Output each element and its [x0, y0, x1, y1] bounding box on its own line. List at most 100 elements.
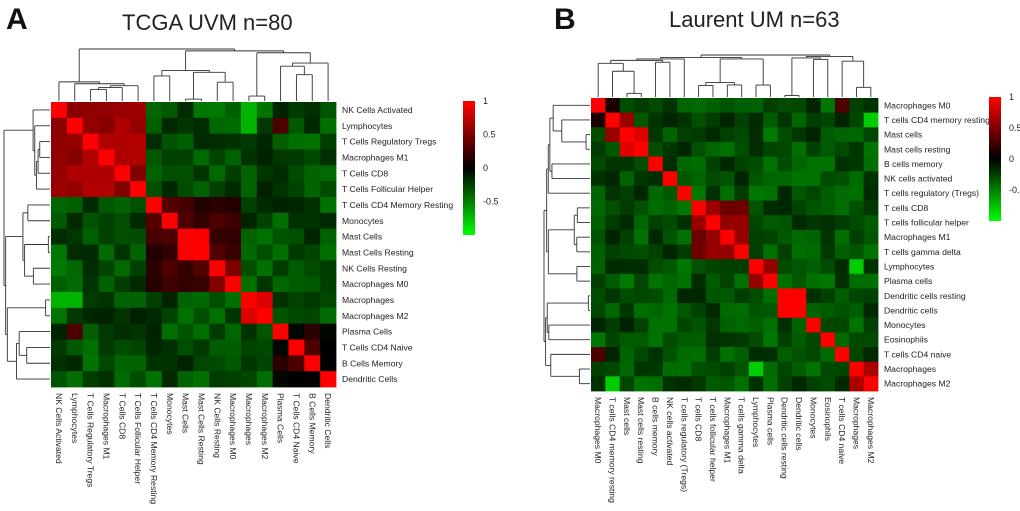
heatmap-cell: [791, 156, 807, 172]
heatmap-cell: [161, 339, 179, 356]
heatmap-cell: [863, 376, 879, 392]
heatmap-cell: [834, 244, 850, 260]
heatmap-cell: [130, 102, 147, 119]
heatmap-cell: [777, 171, 793, 187]
legend-tick-label: 1: [483, 96, 488, 106]
heatmap-cell: [734, 229, 750, 245]
heatmap-cell: [177, 276, 194, 293]
heatmap-cell: [763, 244, 778, 260]
heatmap-cell: [849, 259, 865, 275]
heatmap-cell: [256, 149, 274, 166]
heatmap-cell: [130, 307, 147, 325]
heatmap-cell: [320, 117, 337, 135]
row-label: Eosinophils: [884, 335, 928, 345]
heatmap-cell: [791, 361, 807, 377]
heatmap-cell: [705, 332, 721, 348]
heatmap-cell: [241, 102, 258, 119]
heatmap-cell: [619, 361, 635, 377]
row-label: T cells CD8: [884, 203, 928, 213]
heatmap-cell: [648, 171, 664, 187]
heatmap-cell: [806, 127, 821, 143]
panel-b-heatmap: [591, 98, 879, 392]
heatmap-cell: [304, 244, 321, 261]
heatmap-cell: [820, 259, 836, 275]
heatmap-cell: [834, 288, 850, 304]
heatmap-cell: [863, 332, 879, 348]
heatmap-cell: [241, 276, 258, 293]
heatmap-cell: [114, 323, 131, 340]
heatmap-cell: [734, 98, 750, 114]
heatmap-cell: [66, 102, 84, 119]
panel-a-column-labels: NK Cells Activated Lymphocytes T Cells Reg…: [54, 393, 333, 504]
heatmap-cell: [225, 117, 242, 135]
heatmap-cell: [256, 244, 274, 261]
heatmap-cell: [662, 200, 678, 216]
heatmap-cell: [82, 117, 99, 135]
heatmap-cell: [791, 200, 807, 216]
heatmap-cell: [591, 98, 606, 114]
heatmap-cell: [177, 292, 194, 309]
heatmap-cell: [209, 212, 226, 230]
heatmap-cell: [256, 181, 274, 198]
heatmap-cell: [288, 102, 305, 119]
column-label: T Cells CD4 Naive: [291, 393, 301, 464]
heatmap-cell: [256, 339, 274, 356]
panel-a-title: TCGA UVM n=80: [122, 10, 293, 35]
heatmap-cell: [619, 141, 635, 157]
heatmap-cell: [748, 288, 764, 304]
heatmap-cell: [177, 307, 194, 325]
heatmap-cell: [605, 98, 621, 114]
column-label: T cells CD4 memory resting: [608, 397, 618, 503]
heatmap-cell: [849, 156, 865, 172]
heatmap-cell: [806, 185, 821, 201]
heatmap-cell: [209, 355, 226, 372]
heatmap-cell: [114, 149, 131, 166]
heatmap-cell: [51, 307, 68, 325]
heatmap-cell: [705, 347, 721, 363]
heatmap-cell: [619, 98, 635, 114]
heatmap-cell: [763, 303, 778, 319]
heatmap-cell: [777, 273, 793, 289]
heatmap-cell: [863, 98, 879, 114]
heatmap-cell: [777, 303, 793, 319]
heatmap-cell: [834, 156, 850, 172]
heatmap-cell: [720, 141, 735, 157]
heatmap-cell: [256, 307, 274, 325]
column-label: T cells CD8: [694, 397, 704, 441]
heatmap-cell: [225, 355, 242, 372]
heatmap-cell: [272, 307, 289, 325]
heatmap-cell: [98, 102, 115, 119]
heatmap-cell: [648, 376, 664, 392]
heatmap-cell: [130, 276, 147, 293]
heatmap-cell: [791, 288, 807, 304]
heatmap-cell: [605, 156, 621, 172]
column-label: T cells gamma delta: [737, 397, 747, 474]
heatmap-cell: [791, 376, 807, 392]
heatmap-cell: [51, 133, 68, 150]
heatmap-cell: [304, 292, 321, 309]
heatmap-cell: [691, 259, 707, 275]
heatmap-cell: [225, 228, 242, 245]
panel-a-heatmap: [51, 102, 337, 388]
heatmap-cell: [834, 332, 850, 348]
heatmap-cell: [619, 127, 635, 143]
heatmap-cell: [114, 339, 131, 356]
heatmap-cell: [619, 332, 635, 348]
heatmap-cell: [820, 141, 836, 157]
heatmap-cell: [777, 229, 793, 245]
heatmap-cell: [619, 376, 635, 392]
heatmap-cell: [272, 197, 289, 214]
heatmap-cell: [720, 200, 735, 216]
heatmap-cell: [241, 260, 258, 277]
heatmap-cell: [320, 165, 337, 182]
heatmap-cell: [241, 181, 258, 198]
heatmap-cell: [320, 149, 337, 166]
heatmap-cell: [98, 371, 115, 388]
heatmap-cell: [304, 165, 321, 182]
heatmap-cell: [834, 229, 850, 245]
heatmap-cell: [863, 259, 879, 275]
row-label: T Cells CD4 Naive: [342, 342, 413, 352]
heatmap-cell: [677, 98, 692, 114]
heatmap-cell: [777, 200, 793, 216]
